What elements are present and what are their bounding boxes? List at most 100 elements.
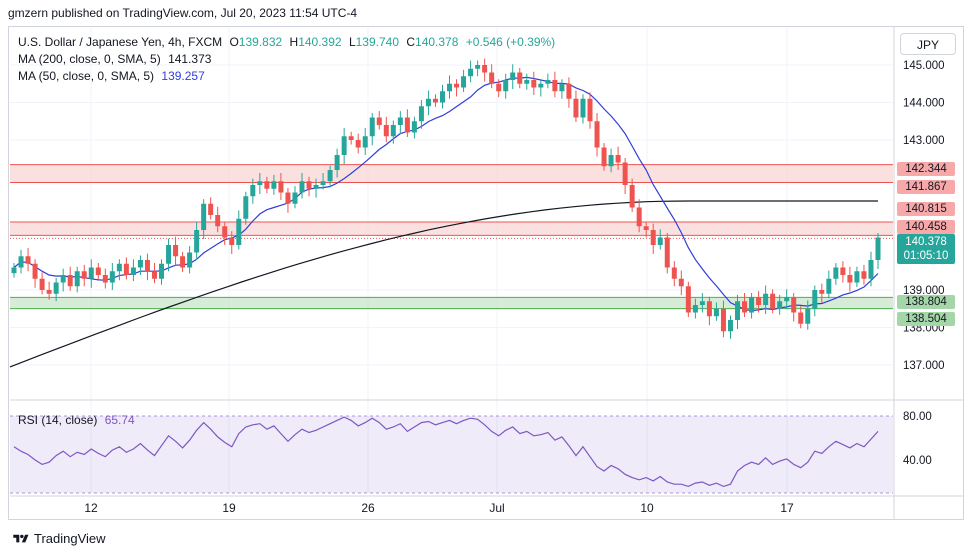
open-label: O: [229, 35, 239, 49]
ma200-label: MA (200, close, 0, SMA, 5): [18, 52, 161, 66]
zones: [10, 164, 893, 310]
x-tick-label: 12: [84, 501, 98, 515]
ma50-value: 139.257: [161, 69, 205, 83]
candle-body: [566, 83, 572, 99]
candle-body: [313, 185, 319, 189]
price-label-mid-top: 140.815: [897, 202, 955, 216]
candle-body: [334, 155, 340, 170]
candle-body: [355, 140, 361, 148]
candle-body: [250, 185, 256, 197]
candle-body: [222, 226, 228, 238]
candle-body: [685, 286, 691, 313]
candle-body: [404, 117, 410, 133]
rsi-band: [10, 416, 893, 493]
last-price: 140.378: [905, 236, 947, 248]
candle-body: [594, 121, 600, 148]
candle-body: [88, 267, 94, 279]
candle-body: [418, 106, 424, 122]
currency-button[interactable]: JPY: [900, 33, 956, 55]
candle-body: [636, 207, 642, 227]
resistance-zone: [10, 221, 893, 236]
close-value: 140.378: [415, 35, 459, 49]
ma200-value: 141.373: [168, 52, 212, 66]
tradingview-logo-icon: [13, 534, 29, 542]
candle-body: [510, 72, 516, 80]
candle-body: [194, 230, 200, 253]
candle-body: [432, 98, 438, 103]
candle-body: [840, 267, 846, 275]
low-value: 139.740: [355, 35, 400, 49]
x-tick-label: 17: [780, 501, 794, 515]
candle-body: [861, 271, 867, 279]
candle-body: [742, 301, 748, 313]
candle-body: [229, 237, 235, 245]
footer-brand[interactable]: TradingView: [12, 531, 106, 546]
candle-body: [257, 181, 263, 185]
y-tick-label: 143.000: [903, 135, 945, 147]
candle-body: [215, 215, 221, 227]
chart-frame: [8, 26, 964, 520]
candle-body: [18, 256, 24, 268]
candle-body: [580, 98, 586, 118]
candle-body: [60, 275, 66, 283]
candle-body: [833, 267, 839, 279]
candle-body: [46, 290, 52, 294]
candle-body: [496, 83, 502, 92]
high-value: 140.392: [298, 35, 342, 49]
publisher-line: gmzern published on TradingView.com, Jul…: [8, 6, 358, 20]
candle-body: [306, 181, 312, 189]
y-tick-label: 145.000: [903, 60, 945, 72]
candle-body: [461, 76, 467, 88]
candle-body: [166, 245, 172, 264]
resistance-zone: [10, 164, 893, 183]
candle-body: [812, 290, 818, 309]
candle-body: [390, 125, 396, 137]
candle-body: [678, 278, 684, 287]
rsi-path: [13, 416, 879, 488]
rsi-tick-label: 80.00: [903, 411, 932, 423]
candle-body: [489, 72, 495, 84]
open-value: 139.832: [238, 35, 283, 49]
candle-body: [299, 181, 305, 193]
candle-body: [292, 192, 298, 204]
rsi-panel: [10, 415, 893, 494]
rsi-tick-label: 40.00: [903, 455, 932, 467]
y-tick-label: 144.000: [903, 98, 945, 110]
candle-body: [559, 83, 565, 92]
candle-body: [777, 301, 783, 309]
legend-symbol-row: U.S. Dollar / Japanese Yen, 4h, FXCM O13…: [18, 35, 559, 49]
candle-body: [39, 278, 45, 290]
price-label-mid-bottom: 140.458: [897, 220, 955, 234]
legend-rsi-row: RSI (14, close) 65.74: [18, 413, 139, 427]
candle-body: [545, 80, 551, 84]
candle-body: [531, 80, 537, 88]
rsi-value: 65.74: [104, 413, 135, 427]
candle-body: [798, 312, 804, 324]
low-label: L: [348, 35, 356, 49]
price-label-support-bottom: 138.504: [897, 312, 955, 326]
candle-body: [102, 275, 108, 283]
x-tick-label: Jul: [489, 501, 504, 515]
candle-body: [144, 260, 150, 272]
candle-body: [468, 68, 474, 77]
candle-body: [362, 136, 368, 148]
symbol-label: U.S. Dollar / Japanese Yen, 4h, FXCM: [18, 35, 223, 49]
brand-label: TradingView: [34, 531, 106, 546]
candle-body: [847, 275, 853, 283]
candle-body: [475, 65, 481, 69]
candle-body: [770, 293, 776, 309]
candle-body: [784, 297, 790, 302]
candle-body: [447, 83, 453, 92]
candle-body: [67, 275, 73, 287]
candle-body: [53, 282, 59, 294]
candle-body: [699, 301, 705, 305]
candle-body: [348, 136, 354, 140]
ma50-line: [13, 76, 879, 312]
candle-body: [727, 320, 733, 332]
candle-body: [341, 136, 347, 155]
candle-body: [713, 308, 719, 317]
candle-body: [439, 91, 445, 103]
candle-body: [137, 260, 143, 268]
x-tick-label: 26: [361, 501, 375, 515]
